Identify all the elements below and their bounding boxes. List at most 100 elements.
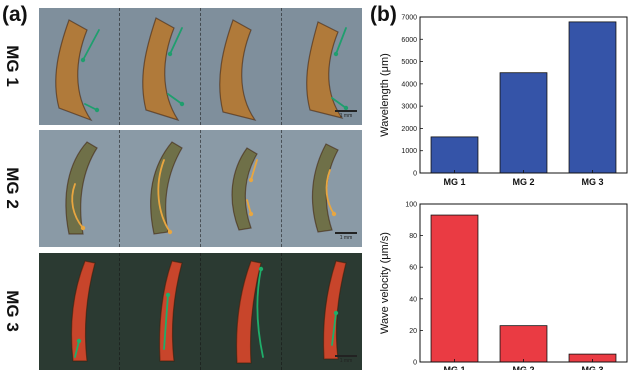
arrow-head — [94, 107, 100, 113]
x-tick-label: MG 3 — [581, 177, 603, 187]
specimen-image — [120, 253, 200, 370]
arrow-head — [333, 51, 339, 57]
specimen-image — [201, 253, 281, 370]
y-tick-label: 5000 — [401, 59, 417, 66]
specimen-image — [282, 8, 362, 125]
arrow-head — [80, 57, 86, 63]
arrow-head — [167, 229, 173, 235]
wave-arrow — [331, 97, 347, 109]
arrow-head — [76, 338, 82, 344]
micrograph-frame: 1 mm — [282, 253, 362, 370]
scale-bar-label: 1 mm — [339, 358, 353, 364]
specimen-image — [282, 130, 362, 247]
micrograph-frame — [39, 8, 119, 125]
frame-divider — [119, 8, 120, 125]
panel-a-label: (a) — [2, 3, 28, 26]
specimen-image — [39, 8, 119, 125]
arrow-head — [165, 292, 171, 298]
bar — [568, 21, 617, 174]
micrograph-frame — [201, 130, 281, 247]
arrow-head — [343, 105, 349, 111]
wave-arrow — [157, 159, 171, 233]
wavelength-bar-chart: MG 1 MG 2 MG 3 0 1000 2000 3000 4000 5000 6000 700… — [379, 15, 628, 187]
micrograph-frame — [120, 130, 200, 247]
y-tick-label: 1000 — [401, 148, 417, 155]
y-tick-label: 80 — [409, 233, 417, 240]
specimen-image — [120, 8, 200, 125]
scale-bar-label: 1 mm — [339, 235, 353, 241]
specimen-image — [201, 8, 281, 125]
scale-bar: 1 mm — [335, 232, 357, 241]
arrow-head — [248, 177, 254, 183]
micrograph-frame — [39, 130, 119, 247]
wave-arrow — [325, 169, 335, 215]
micrograph-frame — [201, 253, 281, 370]
y-tick-label: 60 — [409, 265, 417, 272]
plot-frame — [419, 203, 628, 363]
arrow-head — [167, 51, 173, 57]
y-tick-label: 20 — [409, 328, 417, 335]
frame-divider — [200, 253, 201, 370]
micrograph-frame — [39, 253, 119, 370]
scale-bar: 1 mm — [335, 355, 357, 364]
micrograph-frame — [201, 8, 281, 125]
wave-velocity-bar-chart: MG 1 MG 2 MG 3 0 20 40 60 80 100 Wave velocity (μ… — [379, 202, 628, 370]
wave-arrow — [71, 183, 84, 229]
specimen-image — [282, 253, 362, 370]
wave-arrow — [167, 93, 183, 105]
row-label: MG 3 — [3, 290, 22, 332]
arrow-head — [80, 225, 86, 231]
wave-arrow — [250, 159, 258, 181]
bar — [499, 72, 548, 174]
y-tick-label: 3000 — [401, 104, 417, 111]
frame-divider — [281, 253, 282, 370]
wave-arrow — [163, 294, 169, 350]
row-label: MG 1 — [3, 45, 22, 87]
scale-bar: 1 mm — [335, 110, 357, 119]
specimen-image — [201, 130, 281, 247]
x-tick-label: MG 2 — [512, 365, 534, 370]
y-tick-label: 0 — [413, 171, 417, 178]
x-tick-label: MG 1 — [443, 365, 465, 370]
y-axis-label: Wavelength (μm) — [379, 53, 391, 137]
arrow-head — [179, 101, 185, 107]
wave-arrow — [169, 27, 183, 55]
scale-bar-label: 1 mm — [339, 113, 353, 119]
plot-frame — [419, 16, 628, 174]
frame-divider — [281, 8, 282, 125]
y-tick-label: 100 — [405, 202, 417, 209]
wave-arrow — [331, 312, 337, 346]
micrograph-row: 1 mm — [39, 130, 362, 247]
wave-arrow — [256, 268, 264, 358]
frame-divider — [119, 253, 120, 370]
y-tick-label: 40 — [409, 296, 417, 303]
wave-arrow — [246, 199, 252, 215]
micrograph-frame — [120, 253, 200, 370]
x-tick-label: MG 2 — [512, 177, 534, 187]
x-tick-label: MG 1 — [443, 177, 465, 187]
micrograph-frame: 1 mm — [282, 8, 362, 125]
wave-arrow — [74, 340, 80, 358]
frame-divider — [119, 130, 120, 247]
y-tick-label: 0 — [413, 360, 417, 367]
y-tick-label: 2000 — [401, 126, 417, 133]
arrow-head — [248, 211, 254, 217]
bar — [430, 214, 479, 363]
wave-arrow — [84, 103, 98, 111]
y-tick-label: 4000 — [401, 81, 417, 88]
micrograph-row: 1 mm — [39, 253, 362, 370]
arrow-head — [333, 310, 339, 316]
y-tick-label: 6000 — [401, 37, 417, 44]
x-tick-label: MG 3 — [581, 365, 603, 370]
micrograph-frame — [120, 8, 200, 125]
frame-divider — [281, 130, 282, 247]
specimen-image — [39, 130, 119, 247]
panel-b-label: (b) — [370, 3, 397, 26]
bar — [430, 136, 479, 174]
specimen-image — [120, 130, 200, 247]
y-tick-label: 7000 — [401, 15, 417, 22]
bar — [499, 325, 548, 363]
frame-divider — [200, 130, 201, 247]
row-label: MG 2 — [3, 167, 22, 209]
wave-arrow — [335, 27, 347, 55]
